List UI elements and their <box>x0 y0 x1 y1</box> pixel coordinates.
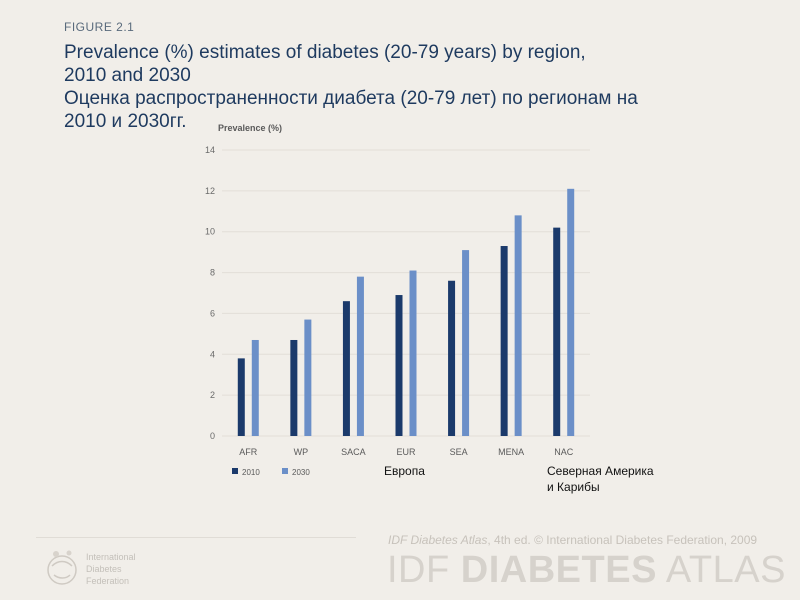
bar-afr-2010 <box>237 358 245 436</box>
x-tick-label: SEA <box>450 447 468 457</box>
x-tick-labels: AFR WP SACA EUR SEA MENA NAC <box>239 447 573 457</box>
x-tick-label: MENA <box>498 447 524 457</box>
grid-lines <box>222 149 590 437</box>
organization-name-line-3: Federation <box>86 576 130 586</box>
y-tick-label: 4 <box>210 349 215 359</box>
title-english-line-1: Prevalence (%) estimates of diabetes (20… <box>64 42 586 63</box>
bar-saca-2030 <box>356 276 364 436</box>
x-tick-label: EUR <box>396 447 416 457</box>
organization-name-line-1: International <box>86 552 136 562</box>
bar-mena-2010 <box>500 246 508 436</box>
bar-sea-2030 <box>462 250 470 436</box>
annotation-north-america-line-2: и Карибы <box>547 480 600 494</box>
figure-label: FIGURE 2.1 <box>64 20 135 34</box>
y-tick-label: 2 <box>210 390 215 400</box>
organization-name: International Diabetes Federation <box>86 551 166 587</box>
x-tick-label: SACA <box>341 447 366 457</box>
bars <box>237 188 575 436</box>
legend-swatch-2030 <box>282 468 288 474</box>
annotation-europe: Европа <box>384 464 425 478</box>
bar-nac-2010 <box>553 227 561 436</box>
y-tick-label: 10 <box>205 227 215 237</box>
source-credit: IDF Diabetes Atlas, 4th ed. © Internatio… <box>388 533 757 547</box>
legend-swatch-2010 <box>232 468 238 474</box>
y-tick-labels: 0 2 4 6 8 10 12 14 <box>205 145 215 441</box>
annotation-north-america-line-1: Северная Америка <box>547 464 654 478</box>
brand-atlas: ATLAS <box>656 549 786 591</box>
bar-wp-2030 <box>304 319 312 436</box>
y-tick-label: 14 <box>205 145 215 155</box>
title-english-line-2: 2010 and 2030 <box>64 65 191 86</box>
title-russian-line-2: 2010 и 2030гг. <box>64 111 187 132</box>
bar-saca-2010 <box>342 301 350 436</box>
bar-mena-2030 <box>514 215 522 436</box>
x-tick-label: NAC <box>554 447 574 457</box>
y-tick-label: 12 <box>205 186 215 196</box>
x-tick-label: AFR <box>239 447 258 457</box>
title-russian-line-1: Оценка распространенности диабета (20-79… <box>64 88 638 109</box>
y-axis-label: Prevalence (%) <box>218 123 282 133</box>
bar-wp-2010 <box>290 339 298 436</box>
x-tick-label: WP <box>294 447 309 457</box>
footer-divider <box>36 537 356 538</box>
brand-idf: IDF <box>387 549 461 591</box>
organization-name-line-2: Diabetes <box>86 564 122 574</box>
y-tick-label: 6 <box>210 308 215 318</box>
credit-title: IDF Diabetes Atlas <box>388 533 488 547</box>
brand-wordmark: IDF DIABETES ATLAS <box>387 548 786 592</box>
y-tick-label: 8 <box>210 268 215 278</box>
legend-label-2010: 2010 <box>242 468 260 477</box>
bar-eur-2010 <box>395 295 403 436</box>
annotation-north-america: Северная Америка и Карибы <box>547 463 677 495</box>
bar-eur-2030 <box>409 270 417 436</box>
credit-details: , 4th ed. © International Diabetes Feder… <box>487 533 758 547</box>
bar-afr-2030 <box>251 339 259 436</box>
y-tick-label: 0 <box>210 431 215 441</box>
brand-diabetes: DIABETES <box>460 549 657 591</box>
idf-logo-icon <box>47 550 77 585</box>
legend: 2010 2030 <box>232 468 310 477</box>
legend-label-2030: 2030 <box>292 468 310 477</box>
bar-nac-2030 <box>567 188 575 436</box>
bar-sea-2010 <box>448 280 456 436</box>
